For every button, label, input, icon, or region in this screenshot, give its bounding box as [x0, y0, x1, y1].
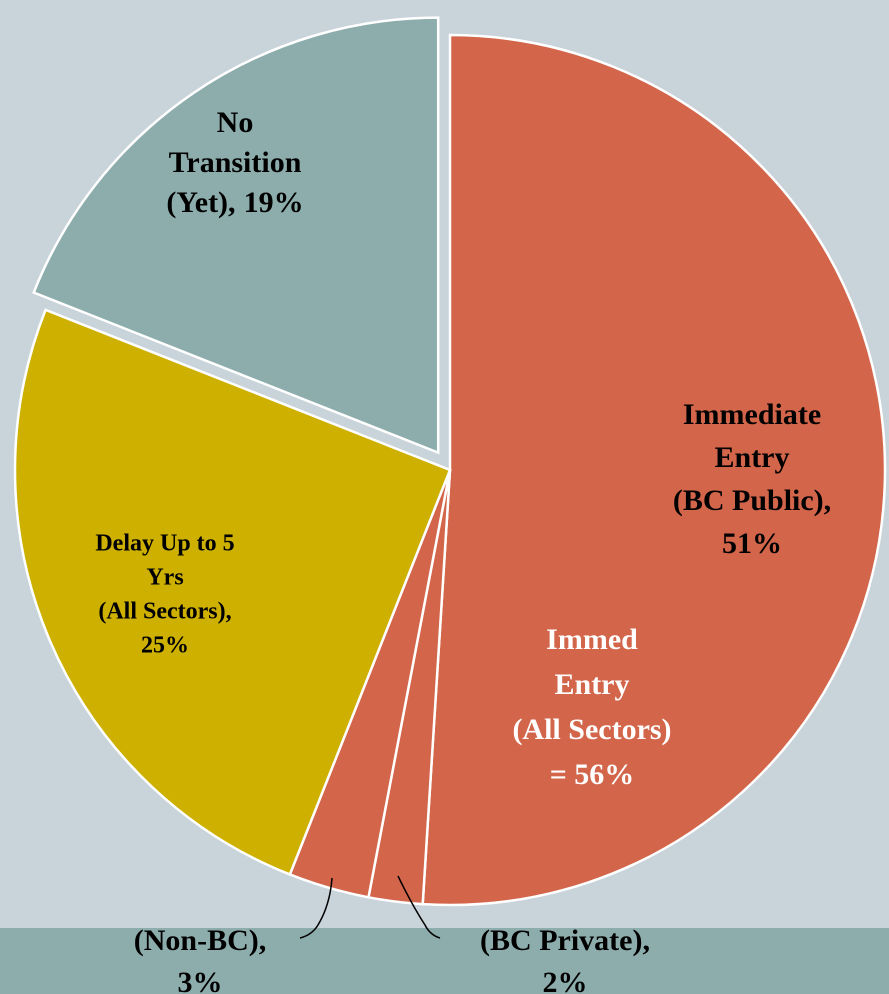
- slice-label: (Non-BC),: [134, 924, 267, 957]
- annotation: = 56%: [550, 758, 635, 791]
- slice-value-label: 25%: [141, 633, 189, 659]
- slice-label: Immediate: [683, 398, 821, 431]
- slice-label: Transition: [169, 146, 302, 179]
- slice-value-label: 51%: [722, 527, 782, 560]
- slice-label: No: [217, 106, 254, 139]
- slice-label: Yrs: [146, 565, 183, 591]
- slice-value-label: 3%: [178, 966, 223, 994]
- annotation: Immed: [546, 623, 638, 656]
- bottom-band: [0, 928, 889, 994]
- slice-label: (BC Private),: [480, 924, 650, 957]
- slice-label: Entry: [715, 441, 790, 474]
- pie-slice: [32, 16, 440, 455]
- slice-value-label: 19%: [244, 186, 304, 219]
- slice-value-label: 2%: [543, 966, 588, 994]
- annotation: Entry: [555, 668, 630, 701]
- slice-label: (Yet), 19%: [166, 186, 303, 219]
- pie-slice: [421, 33, 887, 907]
- slice-label: Delay Up to 5: [95, 531, 234, 557]
- annotation: (All Sectors): [512, 713, 671, 746]
- leader-line: [299, 877, 333, 939]
- slice-label: (BC Public),: [673, 484, 831, 517]
- leader-line: [397, 875, 441, 939]
- slice-label: (All Sectors),: [98, 599, 231, 625]
- slice-label-text: (Yet),: [166, 186, 235, 219]
- pie-slice: [13, 308, 452, 877]
